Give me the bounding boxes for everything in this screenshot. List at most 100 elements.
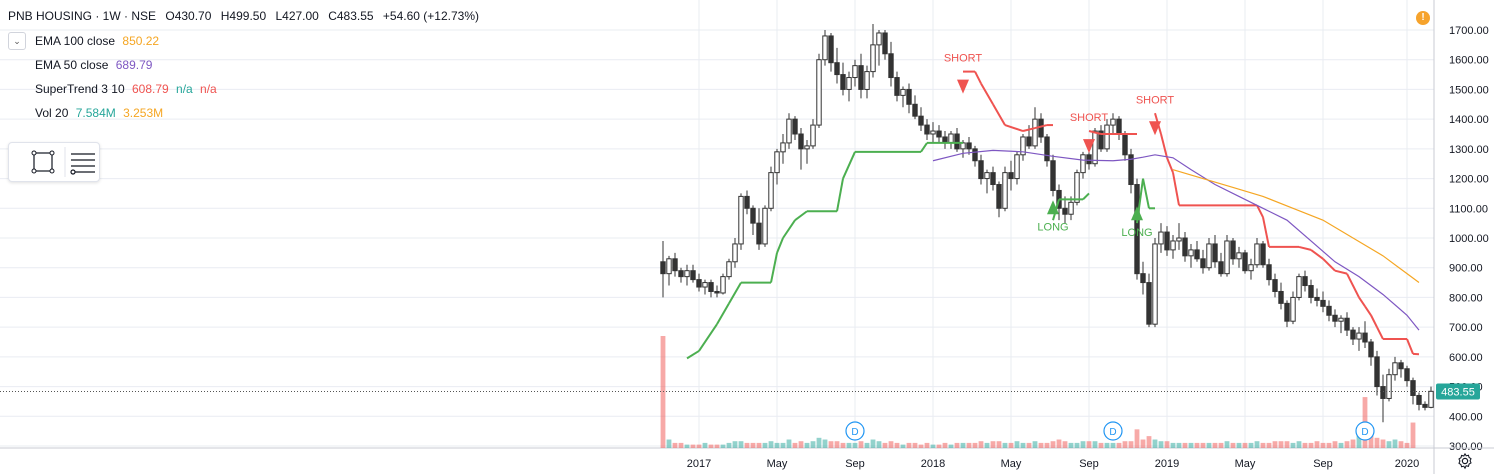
lines-settings-icon[interactable] — [70, 153, 95, 175]
supertrend-line — [1088, 130, 1102, 135]
candle-body — [1086, 154, 1092, 165]
candle-body — [1374, 356, 1380, 388]
candle-body — [1254, 243, 1260, 266]
volume-bar — [756, 442, 762, 448]
short-signal-label: SHORT — [1070, 112, 1109, 124]
x-tick-label: 2020 — [1395, 458, 1419, 470]
volume-bar — [1284, 441, 1290, 448]
supertrend-line — [1160, 133, 1168, 159]
candle-body — [1170, 240, 1176, 251]
volume-bar — [1074, 442, 1080, 448]
supertrend-line — [1346, 273, 1360, 298]
candle-body — [672, 258, 678, 272]
candle-body — [888, 53, 894, 79]
candle-body — [1416, 394, 1422, 405]
volume-bar — [906, 442, 912, 448]
volume-bar — [1332, 441, 1338, 448]
candle-body — [990, 172, 996, 186]
volume-bar — [1392, 439, 1398, 448]
candle-body — [966, 142, 972, 150]
volume-bar — [1278, 441, 1284, 448]
volume-bar — [900, 444, 906, 448]
supertrend-line — [1406, 338, 1414, 355]
candle-body — [792, 118, 798, 135]
change-value: +54.60 (+12.73%) — [382, 9, 479, 23]
long-arrow-icon — [1047, 200, 1059, 215]
ema50-legend[interactable]: EMA 50 close 689.79 — [35, 58, 152, 72]
candle-body — [768, 172, 774, 209]
volume-bar — [1176, 442, 1182, 448]
volume-bar — [1344, 441, 1350, 448]
candle-body — [1284, 302, 1290, 322]
candle-body — [1266, 264, 1272, 281]
volume-bar — [1248, 442, 1254, 448]
candle-body — [936, 130, 942, 138]
supertrend-line — [842, 151, 856, 179]
volume-bar — [1128, 441, 1134, 448]
volume-bar — [816, 437, 822, 448]
candle-body — [1110, 118, 1116, 126]
candle-body — [720, 276, 726, 294]
volume-bar — [1224, 441, 1230, 448]
candle-body — [1428, 390, 1434, 408]
long-signal-label: LONG — [1121, 227, 1152, 239]
chevron-down-icon[interactable]: ⌄ — [8, 32, 26, 50]
supertrend-legend[interactable]: SuperTrend 3 10 608.79 n/a n/a — [35, 82, 217, 96]
volume-bar — [966, 442, 972, 448]
volume-bar — [1218, 442, 1224, 448]
candle-body — [804, 145, 810, 150]
volume-bar — [1158, 441, 1164, 448]
candle-body — [984, 172, 990, 180]
candle-body — [828, 35, 834, 64]
supertrend-line — [836, 178, 844, 212]
volume-bar — [858, 441, 864, 448]
volume-bar — [1230, 442, 1236, 448]
volume-bar — [1038, 442, 1044, 448]
alert-icon[interactable]: ! — [1416, 11, 1430, 25]
volume-bar — [1266, 442, 1272, 448]
candle-body — [1134, 184, 1140, 275]
candle-body — [1098, 130, 1104, 150]
volume-legend[interactable]: Vol 20 7.584M 3.253M — [35, 106, 163, 120]
y-tick-label: 1600.00 — [1449, 55, 1489, 67]
volume-bar — [828, 441, 834, 448]
volume-bar — [1356, 431, 1362, 448]
candle-body — [1344, 317, 1350, 331]
volume-bar — [1098, 442, 1104, 448]
candle-body — [1326, 305, 1332, 316]
candle-body — [1008, 172, 1014, 180]
ema100-legend[interactable]: EMA 100 close 850.22 — [35, 34, 159, 48]
volume-bar — [1050, 441, 1056, 448]
candle-body — [750, 207, 756, 224]
y-tick-label: 1200.00 — [1449, 174, 1489, 186]
volume-bar — [852, 442, 858, 448]
dividend-marker-label: D — [1361, 427, 1368, 438]
rectangle-tool-icon[interactable] — [31, 150, 55, 174]
volume-bar — [918, 444, 924, 448]
candle-body — [1176, 237, 1182, 242]
y-tick-label: 400.00 — [1449, 411, 1483, 423]
supertrend-line — [776, 237, 784, 254]
candle-body — [1248, 264, 1254, 272]
candle-body — [1092, 130, 1098, 165]
supertrend-line — [1034, 124, 1048, 130]
candle-body — [1350, 329, 1356, 340]
symbol-title: PNB HOUSING · 1W · NSE — [8, 9, 157, 23]
y-tick-label: 1000.00 — [1449, 233, 1489, 245]
volume-bar — [1002, 442, 1008, 448]
ema50-line — [932, 149, 1420, 331]
supertrend-line — [1166, 157, 1174, 174]
x-tick-label: 2019 — [1155, 458, 1179, 470]
volume-bar — [840, 442, 846, 448]
gear-icon[interactable] — [1456, 452, 1474, 470]
candle-body — [732, 243, 738, 263]
candle-body — [1164, 231, 1170, 251]
candle-body — [1338, 317, 1344, 322]
candle-body — [1368, 341, 1374, 358]
short-signal-label: SHORT — [1136, 94, 1175, 106]
supertrend-na2: n/a — [200, 82, 217, 96]
volume-bar — [1110, 442, 1116, 448]
volume-bar — [726, 442, 732, 448]
volume-bar — [1212, 442, 1218, 448]
